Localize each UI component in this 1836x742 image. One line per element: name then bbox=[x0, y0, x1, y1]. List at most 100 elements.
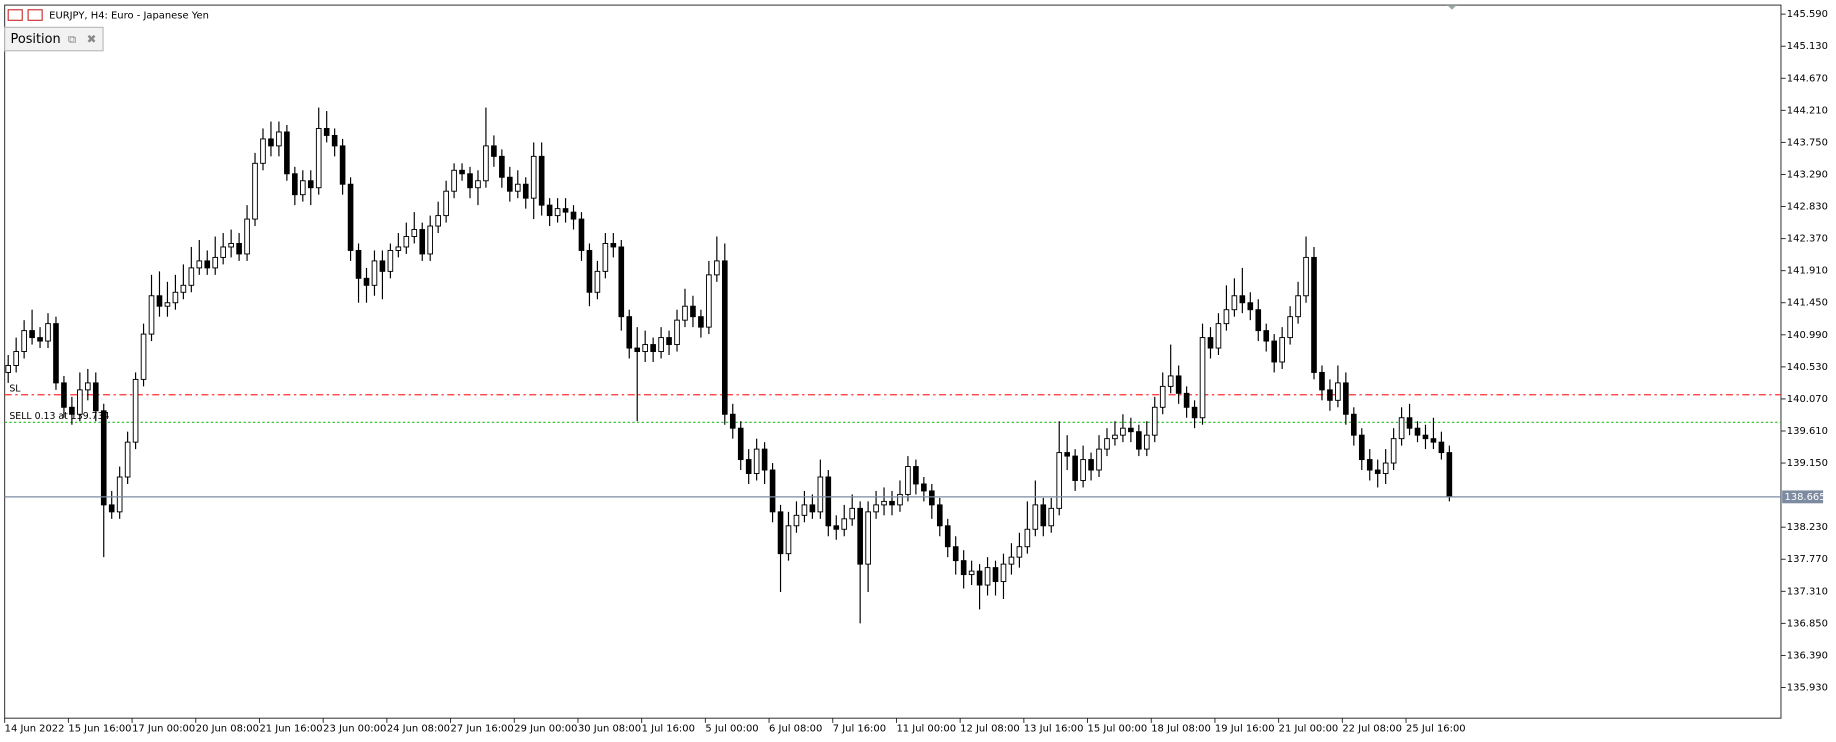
candle-body bbox=[1183, 392, 1190, 408]
candle-body bbox=[841, 518, 848, 530]
candle-body bbox=[1191, 406, 1198, 419]
candle-body bbox=[1351, 413, 1357, 436]
candle-body bbox=[1128, 427, 1134, 433]
candle-body bbox=[514, 183, 521, 192]
candle-body bbox=[944, 525, 951, 548]
candle-body bbox=[204, 260, 211, 269]
candle-body bbox=[809, 504, 816, 513]
candle-body bbox=[1199, 337, 1206, 419]
panel-box[interactable] bbox=[4, 26, 104, 52]
x-tick-label: 24 Jun 08:00 bbox=[387, 724, 450, 735]
panel-restore[interactable]: ⧉ bbox=[68, 32, 77, 46]
candle-body bbox=[419, 229, 426, 255]
symbol-icons bbox=[7, 9, 43, 21]
y-tick-label: 142.830 bbox=[1787, 202, 1828, 213]
candle-body bbox=[451, 169, 457, 192]
x-tick-label: 25 Jul 16:00 bbox=[1406, 724, 1466, 735]
candle-body bbox=[435, 215, 441, 227]
candle-body bbox=[307, 180, 314, 189]
candle-body bbox=[85, 382, 91, 391]
candle-body bbox=[1112, 434, 1118, 440]
candle-body bbox=[769, 469, 776, 513]
candle-body bbox=[228, 243, 234, 248]
candle-body bbox=[1366, 459, 1373, 471]
candle-body bbox=[881, 500, 887, 506]
candle-body bbox=[1263, 330, 1270, 342]
candle-body bbox=[299, 180, 306, 196]
candle-body bbox=[1374, 469, 1381, 474]
panel-title: Position bbox=[11, 32, 61, 47]
candle-body bbox=[331, 134, 338, 147]
x-tick-label: 19 Jul 16:00 bbox=[1215, 724, 1275, 735]
candle-body bbox=[1151, 406, 1158, 436]
candle-body bbox=[602, 243, 609, 272]
candle-body bbox=[108, 504, 115, 513]
candle-body bbox=[475, 180, 481, 189]
candle-body bbox=[92, 382, 99, 412]
position-panel[interactable]: Position ⧉ ✖ bbox=[4, 26, 104, 52]
candle-body bbox=[921, 483, 927, 492]
candle-body bbox=[1327, 389, 1333, 401]
x-tick-label: 12 Jul 08:00 bbox=[960, 724, 1020, 735]
candle-body bbox=[1215, 323, 1222, 349]
candle-body bbox=[761, 448, 768, 471]
candle-body bbox=[849, 507, 856, 520]
candle-body bbox=[1064, 452, 1070, 457]
y-tick-label: 140.530 bbox=[1787, 362, 1828, 373]
candle-body bbox=[1303, 256, 1309, 297]
y-tick-label: 141.450 bbox=[1787, 298, 1828, 309]
y-tick-label: 135.930 bbox=[1787, 683, 1828, 694]
candle-body bbox=[315, 127, 322, 189]
candle-body bbox=[339, 145, 346, 185]
candle-body bbox=[1024, 528, 1031, 548]
candle-body bbox=[1159, 385, 1166, 408]
candle-body bbox=[610, 243, 617, 248]
candle-body bbox=[1271, 340, 1278, 363]
candle-body bbox=[61, 382, 67, 408]
candle-body bbox=[371, 260, 378, 286]
candle-body bbox=[1207, 337, 1214, 349]
candle-body bbox=[268, 138, 274, 147]
candle-body bbox=[148, 295, 155, 335]
plot-frame bbox=[4, 4, 1782, 719]
x-tick-label: 17 Jun 00:00 bbox=[132, 724, 195, 735]
candle-body bbox=[1120, 427, 1126, 436]
candle-body bbox=[889, 500, 895, 506]
candle-body bbox=[1406, 417, 1413, 429]
candle-body bbox=[1143, 434, 1150, 450]
candle-body bbox=[1104, 438, 1110, 450]
candle-body bbox=[244, 218, 250, 255]
candle-body bbox=[984, 567, 991, 586]
candle-body bbox=[578, 218, 585, 251]
candle-body bbox=[427, 225, 434, 255]
x-tick-label: 30 Jun 08:00 bbox=[578, 724, 641, 735]
candle-body bbox=[276, 131, 282, 147]
candle-body bbox=[960, 560, 967, 576]
candle-body bbox=[5, 364, 12, 373]
candle-body bbox=[1446, 452, 1453, 498]
candle-body bbox=[674, 319, 680, 346]
candle-body bbox=[1231, 295, 1238, 311]
candle-body bbox=[666, 337, 672, 346]
candle-body bbox=[546, 204, 553, 217]
candle-body bbox=[968, 570, 975, 576]
candle-body bbox=[777, 511, 784, 555]
candle-body bbox=[554, 208, 561, 217]
level-label: SL bbox=[9, 383, 21, 394]
y-tick-label: 139.610 bbox=[1787, 426, 1828, 437]
candle-body bbox=[459, 169, 465, 175]
candle-body bbox=[13, 351, 19, 366]
x-tick-label: 11 Jul 00:00 bbox=[896, 724, 956, 735]
y-tick-label: 142.370 bbox=[1787, 234, 1828, 245]
candle-body bbox=[467, 173, 473, 189]
candle-body bbox=[1032, 504, 1039, 530]
candle-body bbox=[793, 514, 800, 527]
candle-body bbox=[1343, 382, 1349, 415]
candle-body bbox=[714, 260, 720, 276]
y-tick-label: 143.750 bbox=[1787, 137, 1828, 148]
candle-body bbox=[1096, 448, 1102, 471]
candle-body bbox=[236, 243, 242, 255]
panel-close[interactable]: ✖ bbox=[87, 32, 97, 46]
candle-body bbox=[483, 145, 489, 182]
y-tick-label: 136.390 bbox=[1787, 650, 1828, 661]
